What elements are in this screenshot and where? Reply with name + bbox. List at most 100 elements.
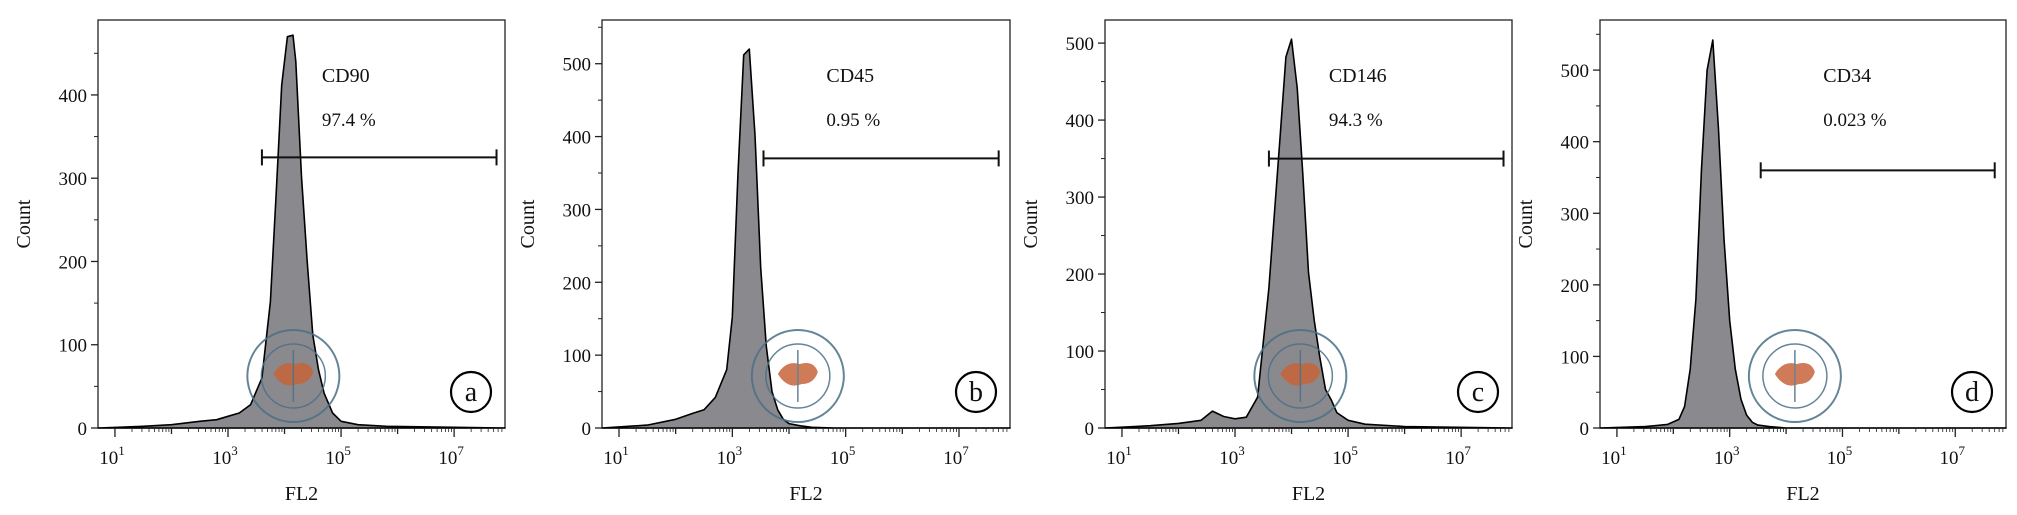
x-tick-label: 105 [1332, 443, 1358, 469]
y-tick-label: 0 [78, 419, 88, 440]
x-tick-base: 10 [717, 448, 736, 469]
seal-inner-ring [260, 343, 327, 409]
x-tick-exponent: 3 [231, 443, 238, 458]
plot-frame [601, 19, 1011, 429]
y-tick-label: 100 [563, 346, 592, 367]
histogram-area [601, 48, 1011, 429]
x-tick-label: 105 [325, 443, 351, 469]
x-tick-label: 107 [943, 443, 969, 469]
y-axis-title: Count [1020, 199, 1042, 248]
y-tick-label: 400 [1561, 133, 1590, 154]
y-tick-label: 200 [1066, 265, 1095, 286]
x-tick-exponent: 1 [118, 443, 125, 458]
x-tick-exponent: 3 [1733, 443, 1740, 458]
y-tick-label: 500 [563, 55, 592, 76]
x-tick-base: 10 [830, 448, 849, 469]
y-axis-title: Count [517, 199, 539, 248]
seal-outer-ring [1747, 329, 1842, 423]
y-tick-label: 0 [582, 419, 592, 440]
watermark-seal [1747, 329, 1842, 423]
x-tick-exponent: 5 [1351, 443, 1358, 458]
panel-letter-circle [1950, 370, 1994, 414]
x-tick-label: 103 [1714, 443, 1740, 469]
x-tick-exponent: 5 [1846, 443, 1853, 458]
marker-label: CD146 [1329, 65, 1387, 87]
seal-outer-ring [1253, 329, 1348, 423]
x-tick-base: 10 [325, 448, 344, 469]
x-tick-label: 101 [1601, 443, 1627, 469]
panel-letter: d [1965, 377, 1979, 408]
histogram-area [97, 34, 506, 429]
x-tick-exponent: 7 [1464, 443, 1471, 458]
marker-label: CD34 [1823, 65, 1871, 87]
x-tick-label: 101 [603, 443, 629, 469]
x-tick-base: 10 [438, 448, 457, 469]
x-axis-title: FL2 [285, 483, 318, 505]
x-tick-exponent: 1 [1125, 443, 1132, 458]
watermark-seal [750, 329, 845, 423]
seal-inner-ring [1267, 343, 1334, 409]
y-tick-label: 300 [59, 169, 88, 190]
x-tick-exponent: 3 [1238, 443, 1245, 458]
x-tick-exponent: 1 [1620, 443, 1627, 458]
y-axis-title: Count [13, 199, 35, 248]
x-axis-title: FL2 [1292, 483, 1325, 505]
y-tick-label: 500 [1066, 34, 1095, 55]
y-tick-label: 400 [1066, 111, 1095, 132]
seal-outer-ring [750, 329, 845, 423]
y-tick-label: 400 [59, 86, 88, 107]
seal-inner-ring [1762, 343, 1828, 409]
x-tick-base: 10 [1940, 448, 1959, 469]
seal-outer-ring [246, 329, 341, 423]
x-tick-exponent: 7 [457, 443, 464, 458]
watermark-seal [246, 329, 341, 423]
panel-letter: c [1472, 377, 1484, 408]
panel-letter: b [969, 377, 983, 408]
x-tick-exponent: 1 [622, 443, 629, 458]
y-tick-label: 0 [1580, 419, 1590, 440]
x-tick-base: 10 [1219, 448, 1238, 469]
x-tick-base: 10 [1445, 448, 1464, 469]
y-tick-label: 300 [1066, 188, 1095, 209]
percent-label: 97.4 % [322, 110, 376, 131]
x-tick-exponent: 7 [1959, 443, 1966, 458]
seal-inner-ring [765, 343, 831, 409]
panel-letter-circle [1456, 370, 1500, 414]
percent-label: 0.023 % [1823, 110, 1887, 131]
x-tick-label: 107 [1940, 443, 1966, 469]
x-tick-label: 107 [1445, 443, 1471, 469]
x-tick-exponent: 3 [736, 443, 743, 458]
x-tick-base: 10 [1827, 448, 1846, 469]
marker-label: CD45 [826, 65, 874, 87]
y-tick-label: 100 [1066, 342, 1095, 363]
x-tick-label: 101 [1106, 443, 1132, 469]
y-tick-label: 200 [563, 273, 592, 294]
y-tick-label: 0 [1085, 419, 1095, 440]
y-tick-label: 100 [1561, 347, 1590, 368]
histogram-area [1104, 38, 1513, 429]
x-tick-exponent: 5 [344, 443, 351, 458]
y-tick-label: 200 [59, 252, 88, 273]
x-tick-label: 103 [212, 443, 238, 469]
panel-letter-circle [954, 370, 998, 414]
y-tick-label: 300 [563, 200, 592, 221]
percent-label: 94.3 % [1329, 110, 1383, 131]
y-tick-label: 100 [59, 336, 88, 357]
x-tick-label: 105 [830, 443, 856, 469]
x-tick-label: 103 [717, 443, 743, 469]
percent-label: 0.95 % [826, 110, 880, 131]
y-tick-label: 300 [1561, 204, 1590, 225]
panel-letter: a [465, 377, 478, 408]
marker-label: CD90 [322, 65, 370, 87]
x-tick-label: 101 [99, 443, 125, 469]
y-axis-title: Count [1515, 199, 1537, 248]
y-tick-label: 500 [1561, 61, 1590, 82]
x-tick-base: 10 [1106, 448, 1125, 469]
x-tick-exponent: 5 [849, 443, 856, 458]
x-tick-base: 10 [99, 448, 118, 469]
x-tick-exponent: 7 [962, 443, 969, 458]
